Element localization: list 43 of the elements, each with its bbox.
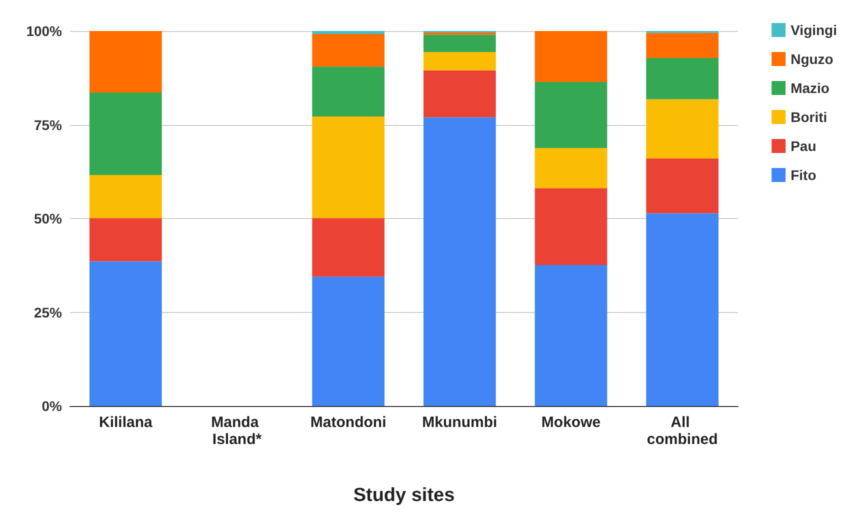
bar <box>423 34 496 52</box>
y-tick-label: 75% <box>34 116 63 133</box>
bar <box>89 31 162 92</box>
bar <box>312 116 385 218</box>
bar <box>534 82 608 148</box>
x-tick-label: All combined <box>646 414 718 448</box>
bar <box>312 34 385 67</box>
legend-label: Boriti <box>790 109 828 125</box>
y-tick-label: 0% <box>42 398 63 414</box>
bar <box>646 99 719 158</box>
y-tick-label: 25% <box>34 304 63 320</box>
bar <box>534 31 608 82</box>
x-tick-label: Mokowe <box>541 414 601 431</box>
bar <box>646 158 719 214</box>
bar <box>534 148 608 188</box>
bar <box>534 265 608 406</box>
y-tick-label: 50% <box>34 210 63 226</box>
bar <box>423 52 496 70</box>
legend-label: Pau <box>790 138 816 154</box>
bar <box>89 175 162 218</box>
bar <box>646 58 719 100</box>
bar <box>312 31 385 34</box>
bar <box>89 218 162 262</box>
bar <box>312 218 385 277</box>
x-tick-label: Mkunumbi <box>422 414 498 431</box>
legend-label: Fito <box>790 167 816 183</box>
legend-label: Mazio <box>790 80 830 96</box>
bar <box>89 92 162 175</box>
bar <box>646 32 719 58</box>
bar <box>312 66 385 116</box>
legend-label: Nguzo <box>790 51 834 67</box>
bar <box>423 70 496 118</box>
legend-label: Vigingi <box>790 22 838 38</box>
bar <box>89 261 162 406</box>
bar <box>312 276 385 406</box>
x-tick-label: Matondoni <box>310 414 386 431</box>
x-axis-title: Study sites <box>353 485 455 506</box>
bar <box>534 188 608 265</box>
bar <box>423 117 496 406</box>
x-tick-label: Manda Island* <box>211 414 263 448</box>
y-tick-label: 100% <box>26 23 63 39</box>
bar <box>646 213 719 406</box>
x-tick-label: Kililana <box>98 414 153 431</box>
